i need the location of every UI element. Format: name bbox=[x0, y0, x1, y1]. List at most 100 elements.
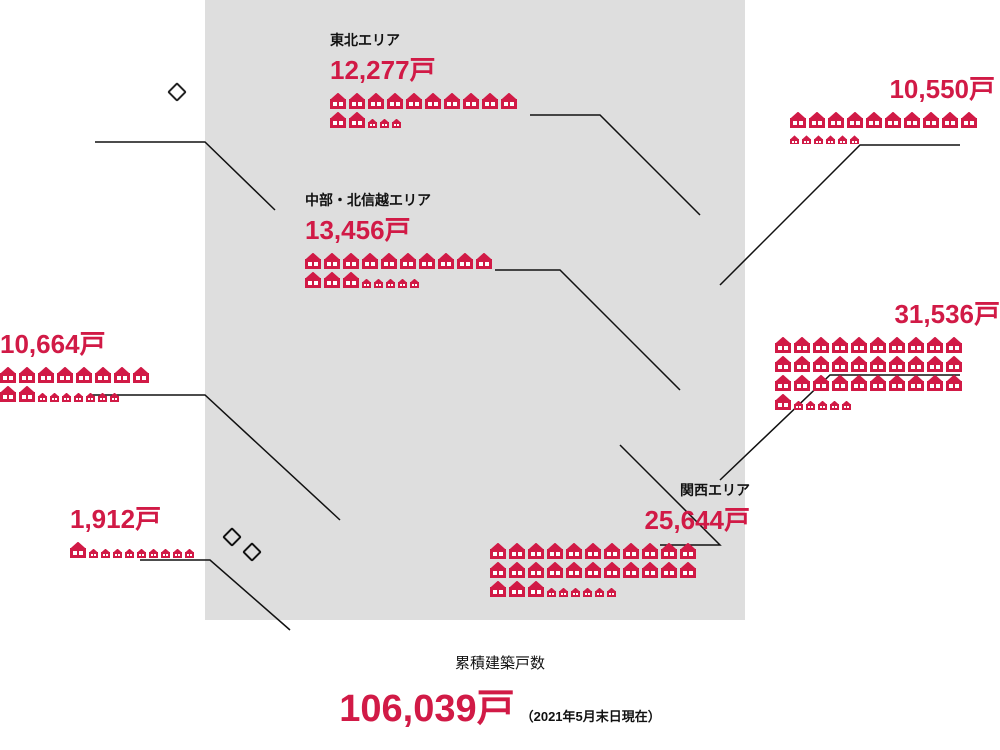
region-icons bbox=[305, 253, 525, 291]
house-icon bbox=[490, 543, 506, 559]
house-icon bbox=[866, 112, 882, 128]
house-icon bbox=[324, 253, 340, 269]
region-hokkaido bbox=[0, 50, 200, 58]
house-icon bbox=[809, 112, 825, 128]
house-icon bbox=[623, 562, 639, 578]
house-icon bbox=[406, 93, 422, 109]
house-icon bbox=[946, 356, 962, 372]
total-note: （2021年5月末日現在） bbox=[521, 709, 661, 724]
total-label: 累積建築戸数 bbox=[0, 652, 1000, 673]
house-icon bbox=[133, 367, 149, 383]
house-icon bbox=[889, 356, 905, 372]
house-icon bbox=[908, 337, 924, 353]
house-icon bbox=[38, 393, 47, 402]
house-icon bbox=[830, 401, 839, 410]
map-pin bbox=[167, 82, 187, 102]
region-value: 31,536戸 bbox=[775, 300, 1000, 329]
house-icon bbox=[76, 367, 92, 383]
house-icon bbox=[381, 253, 397, 269]
house-icon bbox=[137, 549, 146, 558]
region-value: 10,550戸 bbox=[790, 75, 995, 104]
house-icon bbox=[847, 112, 863, 128]
house-icon bbox=[813, 356, 829, 372]
house-icon bbox=[680, 562, 696, 578]
house-icon bbox=[419, 253, 435, 269]
house-icon bbox=[870, 337, 886, 353]
region-tohoku: 東北エリア12,277戸 bbox=[330, 30, 550, 131]
house-icon bbox=[870, 356, 886, 372]
house-icon bbox=[125, 549, 134, 558]
house-icon bbox=[528, 581, 544, 597]
house-icon bbox=[463, 93, 479, 109]
house-icon bbox=[547, 562, 563, 578]
house-icon bbox=[794, 401, 803, 410]
house-icon bbox=[528, 562, 544, 578]
house-icon bbox=[398, 279, 407, 288]
house-icon bbox=[775, 337, 791, 353]
region-value: 25,644戸 bbox=[490, 506, 750, 535]
house-icon bbox=[392, 119, 401, 128]
house-icon bbox=[842, 401, 851, 410]
house-icon bbox=[509, 581, 525, 597]
house-icon bbox=[794, 337, 810, 353]
house-icon bbox=[828, 112, 844, 128]
region-value: 1,912戸 bbox=[70, 505, 250, 534]
house-icon bbox=[349, 93, 365, 109]
house-icon bbox=[794, 356, 810, 372]
house-icon bbox=[62, 393, 71, 402]
house-icon bbox=[814, 135, 823, 144]
house-icon bbox=[889, 337, 905, 353]
region-icons bbox=[0, 367, 190, 405]
house-icon bbox=[661, 562, 677, 578]
house-icon bbox=[794, 375, 810, 391]
house-icon bbox=[790, 112, 806, 128]
house-icon bbox=[908, 375, 924, 391]
house-icon bbox=[0, 386, 16, 402]
region-shutoken: 31,536戸 bbox=[775, 300, 1000, 413]
house-icon bbox=[438, 253, 454, 269]
region-kansai: 関西エリア25,644戸 bbox=[490, 480, 750, 600]
house-icon bbox=[457, 253, 473, 269]
region-icons bbox=[775, 337, 1000, 413]
house-icon bbox=[585, 562, 601, 578]
house-icon bbox=[330, 93, 346, 109]
total-value: 106,039戸 bbox=[339, 688, 514, 730]
house-icon bbox=[509, 562, 525, 578]
house-icon bbox=[343, 253, 359, 269]
house-icon bbox=[476, 253, 492, 269]
house-icon bbox=[74, 393, 83, 402]
house-icon bbox=[305, 253, 321, 269]
house-icon bbox=[832, 375, 848, 391]
total-label-text: 累積建築戸数 bbox=[455, 655, 545, 672]
house-icon bbox=[775, 394, 791, 410]
house-icon bbox=[70, 542, 86, 558]
house-icon bbox=[813, 337, 829, 353]
house-icon bbox=[482, 93, 498, 109]
house-icon bbox=[826, 135, 835, 144]
house-icon bbox=[349, 112, 365, 128]
house-icon bbox=[775, 375, 791, 391]
region-chugoku: 10,664戸 bbox=[0, 330, 190, 405]
house-icon bbox=[942, 112, 958, 128]
house-icon bbox=[444, 93, 460, 109]
house-icon bbox=[330, 112, 346, 128]
house-icon bbox=[161, 549, 170, 558]
house-icon bbox=[832, 356, 848, 372]
house-icon bbox=[927, 337, 943, 353]
house-icon bbox=[374, 279, 383, 288]
house-icon bbox=[343, 272, 359, 288]
house-icon bbox=[790, 135, 799, 144]
region-value: 12,277戸 bbox=[330, 56, 550, 85]
house-icon bbox=[661, 543, 677, 559]
region-icons bbox=[70, 542, 250, 561]
house-icon bbox=[604, 562, 620, 578]
house-icon bbox=[832, 337, 848, 353]
house-icon bbox=[19, 386, 35, 402]
house-icon bbox=[806, 401, 815, 410]
region-name: 中部・北信越エリア bbox=[305, 190, 525, 210]
house-icon bbox=[923, 112, 939, 128]
house-icon bbox=[904, 112, 920, 128]
house-icon bbox=[850, 135, 859, 144]
region-kitakanto: 10,550戸 bbox=[790, 75, 995, 147]
house-icon bbox=[57, 367, 73, 383]
